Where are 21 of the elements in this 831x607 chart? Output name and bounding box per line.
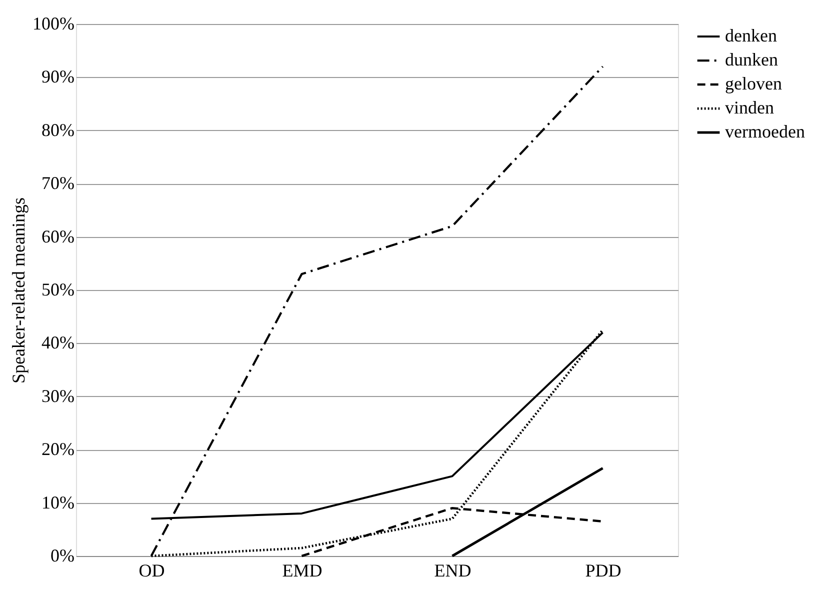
y-tick-label: 90%	[42, 66, 74, 87]
legend-label: geloven	[725, 74, 782, 94]
x-tick-label: PDD	[585, 560, 622, 580]
y-tick-label: 50%	[42, 280, 74, 300]
legend-label: dunken	[725, 50, 778, 70]
y-tick-label: 10%	[42, 492, 74, 512]
y-tick-label: 70%	[42, 173, 74, 194]
x-tick-label: END	[434, 560, 472, 580]
y-axis-title: Speaker-related meanings	[8, 197, 29, 384]
y-tick-label: 0%	[50, 546, 74, 566]
legend-label: vinden	[725, 98, 774, 118]
y-tick-label: 100%	[32, 14, 74, 34]
y-tick-label: 40%	[42, 332, 74, 353]
y-tick-label: 60%	[42, 226, 74, 246]
x-tick-label: EMD	[282, 560, 322, 580]
y-tick-label: 80%	[42, 120, 74, 140]
legend-label: denken	[725, 26, 777, 46]
y-tick-label: 30%	[42, 386, 74, 406]
legend-label: vermoeden	[725, 122, 805, 142]
x-tick-label: OD	[138, 560, 165, 580]
y-tick-label: 20%	[42, 439, 74, 460]
